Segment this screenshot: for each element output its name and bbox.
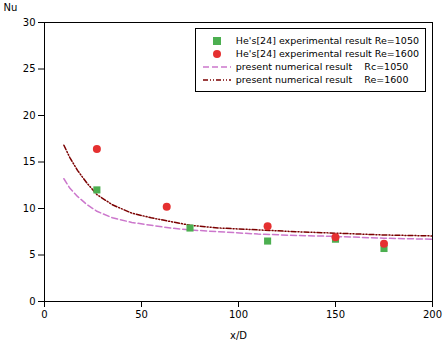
svg-text:25: 25 [23, 63, 36, 74]
svg-text:0: 0 [29, 296, 35, 307]
svg-text:0: 0 [41, 309, 47, 320]
svg-text:20: 20 [23, 110, 36, 121]
svg-text:5: 5 [29, 249, 35, 260]
svg-text:x/D: x/D [230, 330, 247, 341]
svg-text:15: 15 [23, 156, 36, 167]
html-text:present numerical result Re=16: present numerical result Re=1600 [235, 74, 409, 85]
svg-text:Nu: Nu [4, 2, 18, 13]
svg-text:50: 50 [135, 309, 148, 320]
svg-text:10: 10 [23, 203, 36, 214]
html-text:He's[24] experimental result R: He's[24] experimental result Re=1600 [235, 48, 419, 59]
svg-text:30: 30 [23, 17, 36, 28]
svg-text:150: 150 [326, 309, 345, 320]
svg-text:200: 200 [423, 309, 442, 320]
svg-text:100: 100 [229, 309, 248, 320]
html-text:present numerical result Rc=10: present numerical result Rc=1050 [235, 61, 409, 72]
html-text:He's[24] experimental result R: He's[24] experimental result Re=1050 [235, 35, 419, 46]
